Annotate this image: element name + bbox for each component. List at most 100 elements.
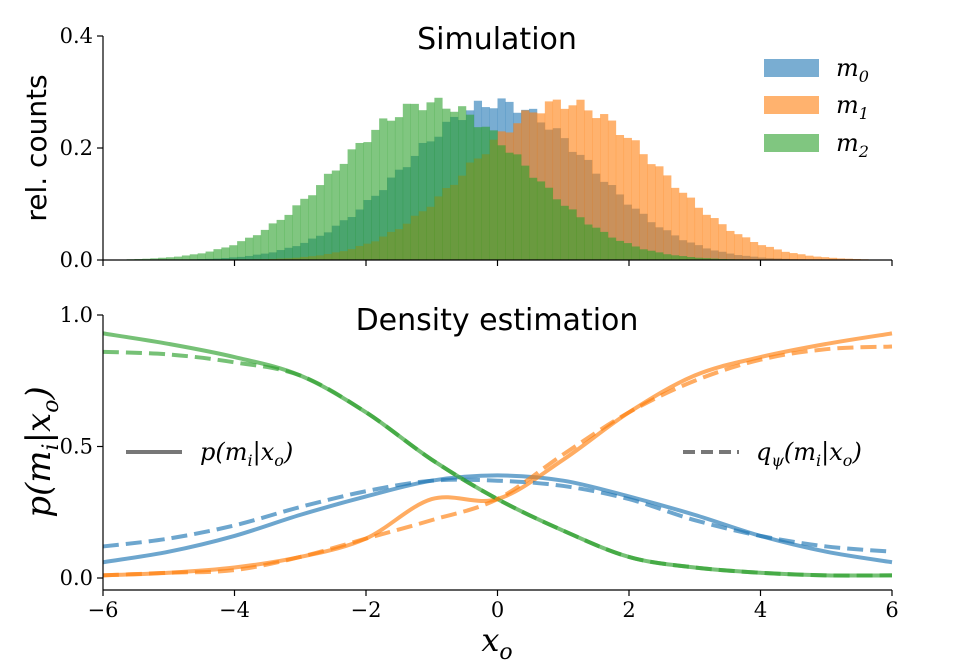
bar-m1: [813, 256, 822, 260]
bar-m2: [647, 250, 656, 260]
bar-m2: [663, 254, 672, 260]
bar-m2: [268, 223, 277, 260]
bar-m1: [592, 118, 601, 260]
density-lines: [102, 331, 893, 578]
bar-m1: [686, 197, 696, 260]
bar-m2: [292, 205, 301, 260]
bar-m2: [536, 181, 546, 260]
legend-dashed-label: qψ(mi|xo): [756, 438, 862, 470]
bar-m2: [150, 258, 159, 260]
top-title: Simulation: [417, 22, 577, 57]
bar-m2: [229, 245, 238, 260]
bottom-x-tick-label: 0: [491, 598, 504, 622]
bar-m1: [773, 249, 782, 260]
legend-label-m2: m2: [836, 129, 869, 161]
bar-m2: [505, 152, 514, 260]
bar-m2: [331, 170, 340, 260]
series-m2: [126, 97, 743, 261]
legend-solid-label: p(mi|xo): [200, 438, 293, 470]
bar-m1: [647, 164, 656, 260]
bar-m2: [410, 103, 419, 260]
bottom-y-label: p(mi|xo): [19, 386, 64, 517]
bottom-legend: p(mi|xo) qψ(mi|xo): [126, 438, 862, 470]
bar-m2: [489, 130, 498, 260]
simulation-panel: 0.0 0.2 0.4 Simulation rel. counts m0 m1 m2: [20, 22, 893, 272]
legend-label-m1: m1: [836, 91, 869, 123]
bar-m2: [702, 258, 711, 260]
bar-m1: [828, 257, 838, 260]
top-y-tick-label: 0.2: [60, 136, 93, 160]
bar-m2: [166, 257, 175, 260]
bar-m1: [749, 242, 759, 260]
bar-m2: [631, 246, 640, 260]
bar-m2: [513, 154, 522, 260]
bar-m2: [450, 111, 459, 260]
bar-m1: [607, 120, 617, 260]
bottom-x-tick-label: 4: [754, 598, 767, 622]
bar-m1: [678, 192, 688, 260]
bottom-x-tick-label: −2: [351, 598, 382, 622]
bar-m1: [702, 214, 711, 260]
bar-m2: [387, 120, 396, 261]
bar-m2: [710, 258, 719, 260]
bar-m2: [497, 145, 506, 260]
bar-m1: [836, 258, 845, 260]
bar-m2: [339, 163, 348, 260]
bar-m2: [252, 235, 262, 260]
bar-m2: [221, 247, 230, 260]
bar-m2: [576, 217, 585, 260]
bar-m2: [276, 219, 285, 260]
bar-m1: [671, 187, 680, 260]
bar-m2: [347, 149, 356, 260]
bar-m2: [481, 126, 490, 260]
bottom-x-tick-label: −6: [88, 598, 119, 622]
bar-m2: [355, 142, 364, 260]
bar-m1: [584, 110, 593, 260]
top-x-ticks: [102, 260, 893, 266]
bar-m1: [844, 258, 853, 260]
bar-m1: [797, 254, 806, 260]
bar-m1: [781, 251, 790, 260]
bar-m2: [284, 214, 293, 260]
bar-m2: [694, 257, 703, 260]
bar-m2: [426, 102, 435, 260]
bar-m1: [631, 140, 640, 260]
bottom-y-tick-label: 0.0: [60, 566, 93, 590]
bar-m1: [639, 154, 648, 260]
bar-m1: [552, 99, 561, 260]
bar-m2: [671, 255, 680, 260]
bar-m2: [434, 97, 443, 260]
bar-m2: [615, 240, 625, 260]
bar-m2: [584, 224, 593, 260]
bar-m2: [655, 252, 664, 260]
bar-m1: [568, 105, 577, 260]
bar-m2: [600, 231, 609, 260]
bar-m2: [442, 108, 451, 261]
bar-m1: [623, 137, 632, 260]
line-m0-true: [102, 473, 893, 565]
bar-m2: [544, 187, 554, 260]
top-legend: m0 m1 m2: [764, 54, 869, 161]
bar-m2: [205, 251, 214, 260]
bar-m2: [552, 199, 561, 260]
bar-m2: [142, 258, 151, 260]
bar-m1: [710, 218, 719, 260]
bar-m2: [213, 249, 222, 260]
bar-m1: [663, 175, 672, 260]
bar-m2: [189, 254, 198, 260]
bar-m2: [465, 114, 475, 260]
legend-swatch-m0: [764, 59, 819, 77]
bar-m2: [371, 129, 380, 260]
bar-m2: [237, 241, 246, 260]
bar-m2: [394, 117, 404, 260]
bar-m2: [181, 255, 191, 260]
bar-m2: [363, 142, 372, 260]
line-m1-estimate: [102, 344, 893, 578]
bar-m1: [726, 230, 735, 260]
bar-m2: [592, 227, 601, 260]
bottom-x-tick-label: 2: [622, 598, 635, 622]
bar-m2: [197, 253, 206, 260]
bar-m2: [686, 257, 696, 260]
bar-m1: [560, 108, 569, 260]
